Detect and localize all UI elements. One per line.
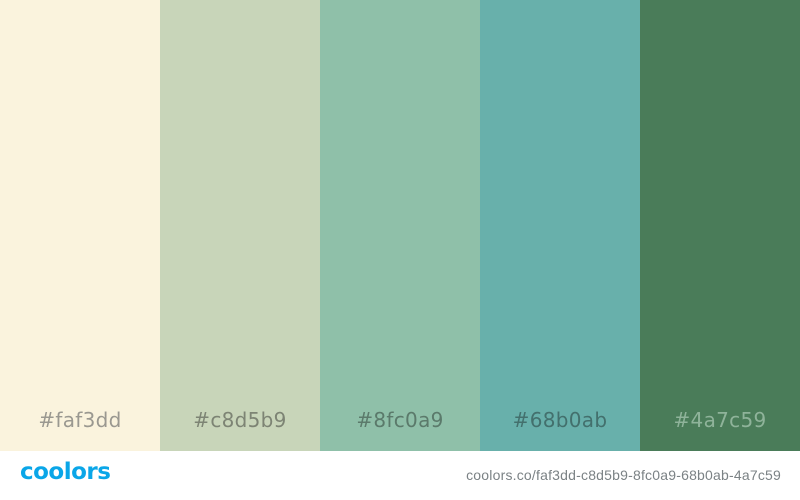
color-swatch-4[interactable]: #68b0ab [480, 0, 640, 451]
footer-bar: coolors coolors.co/faf3dd-c8d5b9-8fc0a9-… [0, 451, 800, 500]
coolors-logo[interactable]: coolors [20, 459, 111, 485]
swatch-hex-label: #c8d5b9 [193, 408, 287, 432]
color-swatch-1[interactable]: #faf3dd [0, 0, 160, 451]
swatch-hex-label: #4a7c59 [673, 408, 767, 432]
color-swatch-2[interactable]: #c8d5b9 [160, 0, 320, 451]
palette-url[interactable]: coolors.co/faf3dd-c8d5b9-8fc0a9-68b0ab-4… [466, 467, 781, 483]
swatch-hex-label: #68b0ab [512, 408, 608, 432]
color-palette: #faf3dd #c8d5b9 #8fc0a9 #68b0ab #4a7c59 [0, 0, 800, 451]
color-swatch-3[interactable]: #8fc0a9 [320, 0, 480, 451]
swatch-hex-label: #8fc0a9 [356, 408, 444, 432]
color-swatch-5[interactable]: #4a7c59 [640, 0, 800, 451]
swatch-hex-label: #faf3dd [38, 408, 122, 432]
